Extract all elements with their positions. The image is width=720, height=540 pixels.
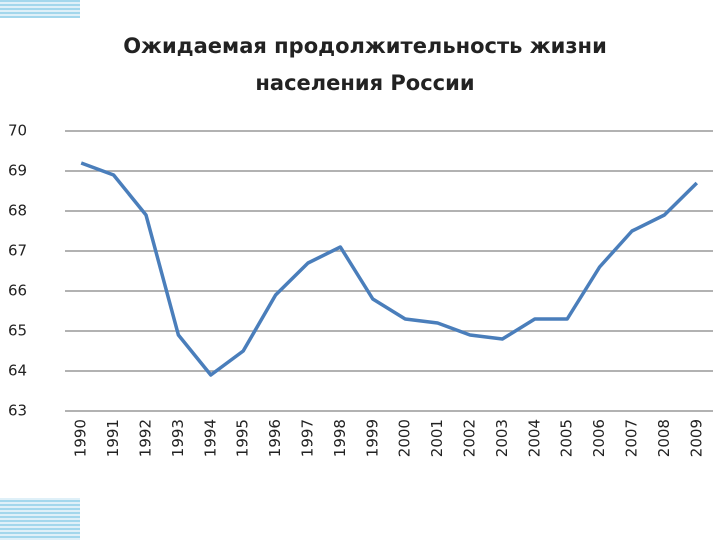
decor-stripe: [0, 0, 80, 18]
chart-title: Ожидаемая продолжительность жизни: [123, 34, 607, 58]
x-tick-label: 2007: [623, 419, 641, 457]
y-tick-label: 64: [8, 362, 27, 380]
x-tick-label: 2006: [590, 419, 608, 457]
y-tick-label: 66: [8, 282, 27, 300]
data-line: [80, 161, 699, 377]
x-tick-label: 1995: [234, 419, 252, 457]
x-tick-label: 2005: [558, 419, 576, 457]
y-tick-label: 68: [8, 202, 27, 220]
x-tick-label: 2001: [428, 419, 446, 457]
chart-subtitle: населения России: [255, 71, 474, 95]
x-tick-label: 1999: [363, 419, 381, 457]
x-tick-label: 1991: [104, 419, 122, 457]
x-tick-label: 1996: [266, 419, 284, 457]
x-tick-label: 2008: [655, 419, 673, 457]
x-tick-label: 1997: [299, 419, 317, 457]
y-tick-label: 70: [8, 122, 27, 140]
x-tick-label: 1992: [137, 419, 155, 457]
x-tick-label: 1998: [331, 419, 349, 457]
decor-stripe: [0, 498, 80, 540]
y-tick-label: 67: [8, 242, 27, 260]
x-tick-label: 2000: [396, 419, 414, 457]
x-tick-label: 1994: [201, 419, 219, 457]
x-tick-label: 2004: [525, 419, 543, 457]
x-tick-label: 2003: [493, 419, 511, 457]
y-tick-label: 65: [8, 322, 27, 340]
y-tick-label: 63: [8, 402, 27, 420]
x-tick-label: 1993: [169, 419, 187, 457]
x-tick-label: 1990: [72, 419, 90, 457]
x-tick-label: 2009: [687, 419, 705, 457]
y-tick-label: 69: [8, 162, 27, 180]
x-tick-label: 2002: [461, 419, 479, 457]
